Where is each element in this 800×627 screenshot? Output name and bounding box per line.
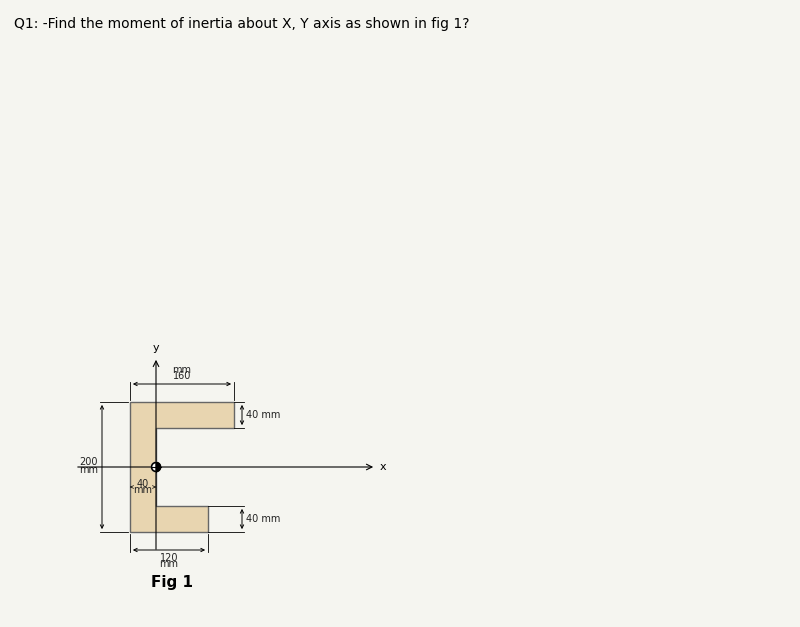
Text: x: x [380, 462, 386, 472]
Text: 160: 160 [173, 371, 191, 381]
Text: mm: mm [134, 485, 153, 495]
Text: 40 mm: 40 mm [246, 410, 280, 420]
Text: mm: mm [79, 465, 98, 475]
Text: 40 mm: 40 mm [246, 514, 280, 524]
Wedge shape [156, 463, 161, 472]
Text: Q1: -Find the moment of inertia about X, Y axis as shown in fig 1?: Q1: -Find the moment of inertia about X,… [14, 17, 470, 31]
Polygon shape [130, 402, 234, 532]
Text: Fig 1: Fig 1 [151, 574, 193, 589]
Text: y: y [153, 343, 159, 353]
Text: 120: 120 [160, 553, 178, 563]
Circle shape [151, 463, 161, 472]
Text: 40: 40 [137, 479, 149, 489]
Text: 200: 200 [79, 457, 98, 467]
Text: mm: mm [159, 559, 178, 569]
Text: mm: mm [173, 365, 191, 375]
